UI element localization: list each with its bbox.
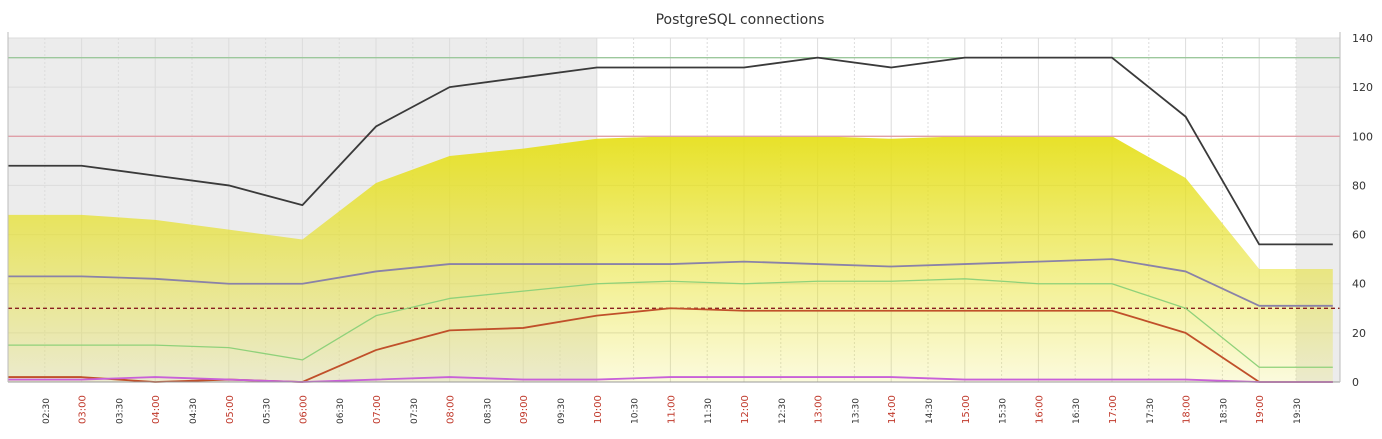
series-layer — [8, 56, 1333, 383]
x-tick-label: 04:30 — [189, 398, 199, 424]
x-axis-labels: 02:30 03:00 03:30 04:00 04:30 05:00 05:30 06:00… — [42, 395, 1303, 424]
x-tick-label: 14:30 — [925, 398, 935, 424]
x-tick-label: 19:00 — [1255, 395, 1266, 424]
x-tick-label: 04:00 — [151, 395, 162, 424]
line-series-1 — [8, 258, 1333, 307]
x-tick-label: 12:00 — [740, 395, 751, 424]
x-tick-label: 15:30 — [999, 398, 1009, 424]
x-tick-label: 11:30 — [704, 398, 714, 424]
y-tick-label: 140 — [1352, 32, 1373, 45]
x-tick-label: 16:00 — [1034, 395, 1045, 424]
x-tick-label: 05:30 — [263, 398, 273, 424]
chart-title: PostgreSQL connections — [656, 12, 825, 28]
x-tick-label: 15:00 — [961, 395, 972, 424]
x-tick-label: 12:30 — [778, 398, 788, 424]
x-tick-label: 09:00 — [519, 395, 530, 424]
x-tick-label: 17:00 — [1108, 395, 1119, 424]
x-tick-label: 03:30 — [115, 398, 125, 424]
x-tick-label: 06:30 — [336, 398, 346, 424]
x-tick-label: 11:00 — [666, 395, 677, 424]
x-tick-label: 05:00 — [225, 395, 236, 424]
y-tick-label: 120 — [1352, 81, 1373, 94]
x-tick-label: 07:30 — [410, 398, 420, 424]
area-series-0 — [8, 136, 1333, 382]
area-layer — [8, 136, 1333, 382]
x-tick-label: 17:30 — [1146, 398, 1156, 424]
x-tick-label: 18:30 — [1219, 398, 1229, 424]
x-tick-label: 19:30 — [1293, 398, 1303, 424]
x-tick-label: 07:00 — [372, 395, 383, 424]
line-series-2 — [8, 278, 1333, 368]
y-axis-labels: 0 20 40 60 80 100 120 140 — [1352, 32, 1373, 389]
line-series-4 — [8, 376, 1333, 383]
x-tick-label: 02:30 — [42, 398, 52, 424]
x-tick-label: 13:30 — [851, 398, 861, 424]
x-tick-label: 13:00 — [814, 395, 825, 424]
x-tick-label: 03:00 — [78, 395, 89, 424]
y-tick-label: 20 — [1352, 327, 1366, 340]
x-tick-label: 08:00 — [446, 395, 457, 424]
x-tick-label: 14:00 — [887, 395, 898, 424]
axes-layer — [7, 32, 1341, 383]
x-tick-label: 10:00 — [593, 395, 604, 424]
y-tick-label: 0 — [1352, 376, 1359, 389]
line-series-0 — [8, 56, 1333, 246]
x-tick-label: 10:30 — [631, 398, 641, 424]
x-tick-label: 09:30 — [557, 398, 567, 424]
y-tick-label: 100 — [1352, 130, 1373, 143]
x-tick-label: 16:30 — [1072, 398, 1082, 424]
y-tick-label: 40 — [1352, 278, 1366, 291]
x-tick-label: 18:00 — [1182, 395, 1193, 424]
y-tick-label: 80 — [1352, 179, 1366, 192]
x-tick-label: 06:00 — [298, 395, 309, 424]
y-tick-label: 60 — [1352, 229, 1366, 242]
x-tick-label: 08:30 — [483, 398, 493, 424]
